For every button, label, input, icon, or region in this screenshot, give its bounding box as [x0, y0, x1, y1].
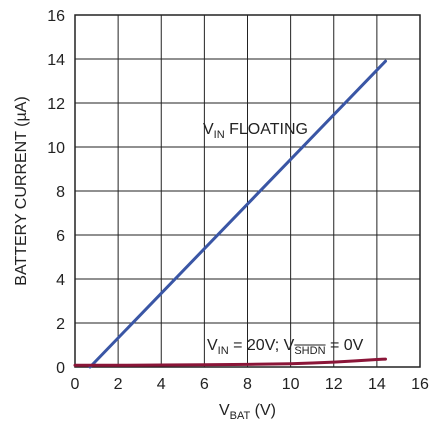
x-tick-label-4: 4 [157, 376, 166, 393]
x-tick-label-0: 0 [71, 376, 80, 393]
series-label-vin-floating: VIN FLOATING [203, 121, 308, 141]
x-tick-label-6: 6 [200, 376, 209, 393]
y-tick-label-10: 10 [47, 140, 65, 157]
y-axis-ticks: 0 2 4 6 8 10 12 14 16 [47, 8, 65, 377]
y-tick-label-2: 2 [56, 316, 65, 333]
plot-frame [74, 14, 421, 368]
grid [74, 14, 421, 368]
series-layer [73, 59, 387, 369]
x-tick-label-10: 10 [282, 376, 300, 393]
series-label-vin-20v: VIN = 20V; VSHDN = 0V [207, 337, 364, 357]
y-axis-title: BATTERY CURRENT (µA) [13, 96, 30, 285]
x-tick-label-16: 16 [411, 376, 429, 393]
x-tick-label-14: 14 [368, 376, 386, 393]
y-tick-label-14: 14 [47, 52, 65, 69]
y-tick-label-16: 16 [47, 8, 65, 25]
x-axis-ticks: 0 2 4 6 8 10 12 14 16 [71, 376, 429, 393]
series-line-1 [88, 59, 387, 369]
x-tick-label-12: 12 [325, 376, 343, 393]
x-axis-title: VBAT (V) [219, 402, 276, 422]
series-line-2 [73, 357, 387, 367]
y-tick-label-4: 4 [56, 272, 65, 289]
y-tick-label-6: 6 [56, 228, 65, 245]
x-tick-label-8: 8 [243, 376, 252, 393]
x-tick-label-2: 2 [114, 376, 123, 393]
y-tick-label-0: 0 [56, 360, 65, 377]
y-tick-label-12: 12 [47, 96, 65, 113]
y-tick-label-8: 8 [56, 184, 65, 201]
